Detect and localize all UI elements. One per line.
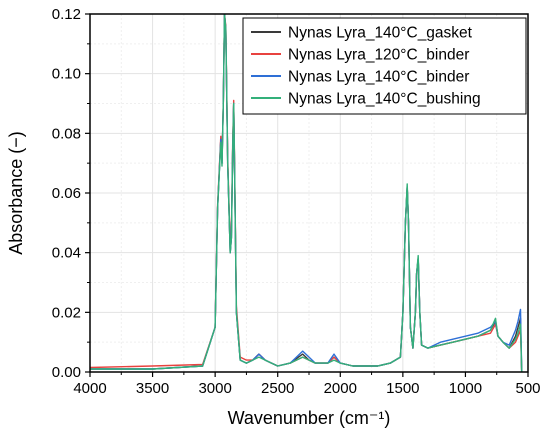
legend-label: Nynas Lyra_140°C_binder: [288, 69, 469, 86]
x-tick-label: 3500: [136, 380, 169, 397]
x-tick-label: 500: [515, 380, 540, 397]
axis-ticks: 4000 3500 3000 2500 2000 1500 1000 500 0.00 0.02 0…: [52, 6, 541, 397]
x-tick-label: 1000: [449, 380, 482, 397]
y-tick-label: 0.12: [52, 6, 81, 23]
legend: Nynas Lyra_140°C_gasket Nynas Lyra_120°C_…: [242, 17, 527, 115]
legend-label: Nynas Lyra_120°C_binder: [288, 47, 469, 64]
x-tick-label: 2000: [324, 380, 357, 397]
y-tick-label: 0.08: [52, 125, 81, 142]
x-tick-label: 2500: [261, 380, 294, 397]
legend-box: [242, 17, 527, 115]
y-tick-label: 0.06: [52, 185, 81, 202]
x-tick-label: 4000: [73, 380, 106, 397]
x-tick-label: 3000: [198, 380, 231, 397]
y-tick-label: 0.04: [52, 245, 81, 262]
series-line-4: [90, 14, 523, 372]
x-tick-label: 1500: [386, 380, 419, 397]
legend-label: Nynas Lyra_140°C_bushing: [288, 91, 481, 108]
legend-label: Nynas Lyra_140°C_gasket: [288, 25, 473, 42]
x-axis-title: Wavenumber (cm⁻¹): [228, 408, 391, 428]
series-lines: [90, 14, 523, 372]
y-axis-title: Absorbance (−): [6, 131, 26, 255]
y-tick-label: 0.10: [52, 66, 81, 83]
y-tick-label: 0.02: [52, 304, 81, 321]
y-tick-label: 0.00: [52, 364, 81, 381]
